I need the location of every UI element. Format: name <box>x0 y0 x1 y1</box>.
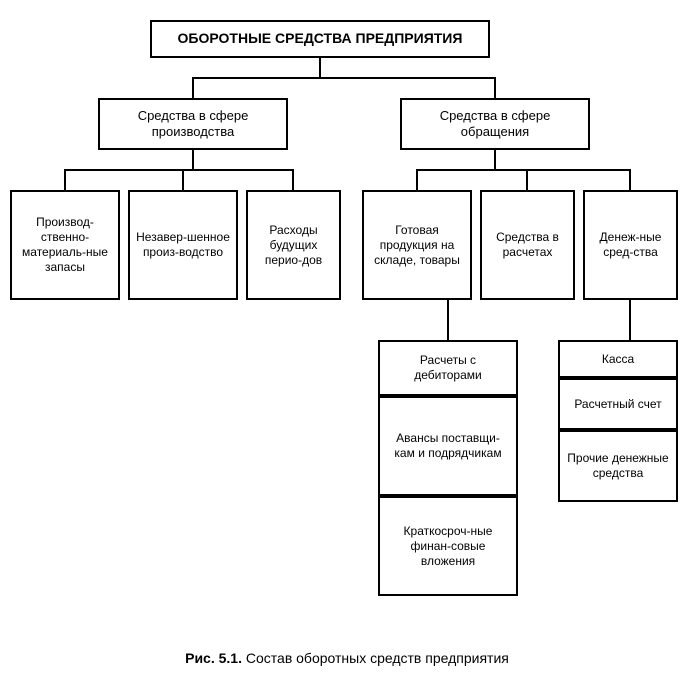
node-root: ОБОРОТНЫЕ СРЕДСТВА ПРЕДПРИЯТИЯ <box>150 20 490 58</box>
node-cash: Денеж-ные сред-ства <box>583 190 678 300</box>
figure-caption-text: Состав оборотных средств предприятия <box>246 650 509 666</box>
node-root-label: ОБОРОТНЫЕ СРЕДСТВА ПРЕДПРИЯТИЯ <box>178 30 463 48</box>
node-cash-register-label: Касса <box>602 352 634 367</box>
node-short-term-investments: Краткосроч-ные финан-совые вложения <box>378 496 518 596</box>
node-circulation-sphere: Средства в сфере обращения <box>400 98 590 150</box>
diagram-canvas: ОБОРОТНЫЕ СРЕДСТВА ПРЕДПРИЯТИЯ Средства … <box>0 0 694 686</box>
node-debtor-settlements: Расчеты с дебиторами <box>378 340 518 396</box>
node-supplier-advances-label: Авансы поставщи-кам и подрядчикам <box>386 431 510 461</box>
node-receivables-label: Средства в расчетах <box>488 230 567 260</box>
node-other-cash-label: Прочие денежные средства <box>566 451 670 481</box>
node-future-expenses: Расходы будущих перио-дов <box>246 190 341 300</box>
node-settlement-account: Расчетный счет <box>558 378 678 430</box>
node-supplier-advances: Авансы поставщи-кам и подрядчикам <box>378 396 518 496</box>
node-production-sphere: Средства в сфере производства <box>98 98 288 150</box>
node-wip-label: Незавер-шенное произ-водство <box>136 230 230 260</box>
node-finished-goods-label: Готовая продукция на складе, товары <box>370 223 464 268</box>
node-cash-register: Касса <box>558 340 678 378</box>
node-short-term-investments-label: Краткосроч-ные финан-совые вложения <box>386 524 510 569</box>
node-production-sphere-label: Средства в сфере производства <box>106 108 280 141</box>
figure-caption: Рис. 5.1. Состав оборотных средств предп… <box>0 650 694 666</box>
node-debtor-settlements-label: Расчеты с дебиторами <box>386 353 510 383</box>
node-material-stocks-label: Производ-ственно-материаль-ные запасы <box>18 215 112 275</box>
node-cash-label: Денеж-ные сред-ства <box>591 230 670 260</box>
node-wip: Незавер-шенное произ-водство <box>128 190 238 300</box>
node-future-expenses-label: Расходы будущих перио-дов <box>254 223 333 268</box>
node-material-stocks: Производ-ственно-материаль-ные запасы <box>10 190 120 300</box>
node-other-cash: Прочие денежные средства <box>558 430 678 502</box>
node-settlement-account-label: Расчетный счет <box>574 397 661 412</box>
figure-caption-prefix: Рис. 5.1. <box>185 650 242 666</box>
node-finished-goods: Готовая продукция на складе, товары <box>362 190 472 300</box>
node-circulation-sphere-label: Средства в сфере обращения <box>408 108 582 141</box>
node-receivables: Средства в расчетах <box>480 190 575 300</box>
